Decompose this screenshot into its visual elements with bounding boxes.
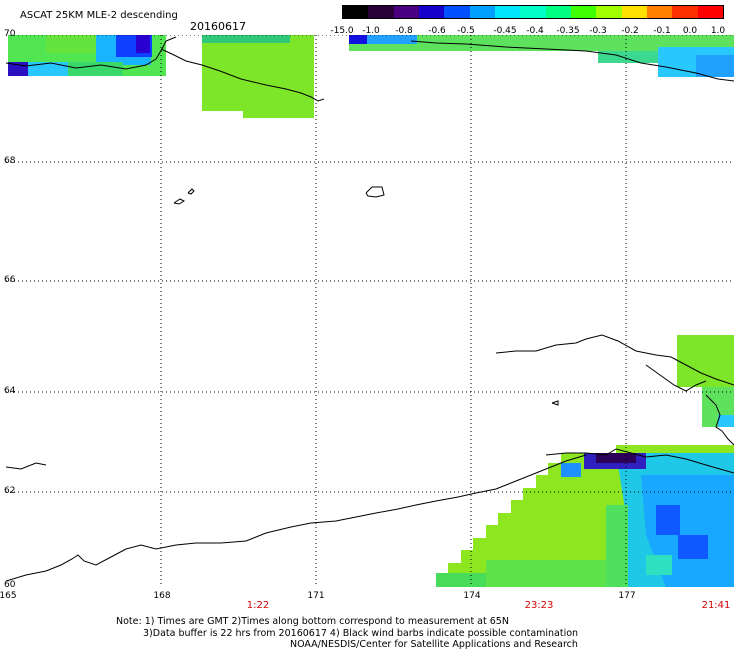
swath-cell — [561, 463, 581, 477]
swath-cell — [436, 573, 496, 587]
lat-label-68: 68 — [4, 156, 16, 166]
time-label-2: 23:23 — [524, 600, 554, 611]
lon-label-174: 174 — [463, 591, 481, 601]
time-label-3: 21:41 — [701, 600, 731, 611]
note-line-3: NOAA/NESDIS/Center for Satellite Applica… — [290, 639, 578, 650]
swath-cell — [646, 555, 672, 575]
colorbar-segment — [570, 6, 597, 18]
chart-date: 20160617 — [190, 20, 246, 33]
colorbar-label: -15.0 — [330, 26, 354, 36]
time-label-1: 1:22 — [246, 600, 270, 611]
swath-cell — [202, 35, 290, 43]
colorbar-label: -1.0 — [362, 26, 380, 36]
lat-label-62: 62 — [4, 486, 16, 496]
swath-cell — [349, 35, 734, 51]
swath-cell — [28, 62, 68, 76]
colorbar-segment — [368, 6, 394, 18]
colorbar-label: -0.35 — [556, 26, 580, 36]
colorbar-segment — [418, 6, 445, 18]
swath-cell — [606, 505, 628, 587]
colorbar-label: -0.5 — [457, 26, 475, 36]
colorbar-segment — [596, 6, 622, 18]
note-line-2: 3)Data buffer is 22 hrs from 20160617 4)… — [143, 628, 579, 639]
lon-label-165: 165 — [0, 591, 17, 601]
colorbar-segment — [545, 6, 571, 18]
swath-cell — [596, 453, 636, 463]
swath-cell — [202, 35, 314, 111]
colorbar-label: -0.1 — [653, 26, 671, 36]
swath-cell — [696, 55, 734, 77]
colorbar-segment — [444, 6, 470, 18]
lat-label-66: 66 — [4, 275, 16, 285]
chart-title: ASCAT 25KM MLE-2 descending — [20, 10, 178, 21]
lat-label-64: 64 — [4, 386, 16, 396]
swath-cell — [677, 335, 734, 387]
colorbar-segment — [697, 6, 723, 18]
lat-label-70: 70 — [4, 29, 16, 39]
swath-cell — [349, 35, 367, 44]
colorbar-label: 0.0 — [682, 26, 698, 36]
map-canvas — [6, 35, 734, 587]
colorbar-label: -0.2 — [621, 26, 639, 36]
colorbar-label: 1.0 — [710, 26, 726, 36]
colorbar-segment — [393, 6, 419, 18]
lat-label-60: 60 — [4, 580, 16, 590]
colorbar — [342, 5, 724, 19]
swath-cell — [68, 62, 123, 76]
swath-cell — [243, 105, 314, 118]
colorbar-label: -0.3 — [589, 26, 607, 36]
colorbar-label: -0.45 — [493, 26, 517, 36]
colorbar-segment — [469, 6, 495, 18]
coastlines — [6, 36, 734, 582]
colorbar-segment — [343, 6, 369, 18]
colorbar-label: -0.8 — [395, 26, 413, 36]
swath-cell — [136, 35, 150, 53]
lon-label-171: 171 — [307, 591, 325, 601]
colorbar-segment — [646, 6, 673, 18]
colorbar-segment — [621, 6, 647, 18]
colorbar-segment — [672, 6, 698, 18]
swath-cell — [718, 415, 734, 427]
wind-data-swaths — [8, 35, 734, 587]
lon-label-177: 177 — [618, 591, 636, 601]
map-grid — [6, 35, 734, 587]
colorbar-label: -0.6 — [428, 26, 446, 36]
swath-cell — [486, 560, 616, 587]
note-line-1: Note: 1) Times are GMT 2)Times along bot… — [116, 616, 509, 627]
swath-cell — [598, 51, 658, 63]
colorbar-segment — [520, 6, 546, 18]
swath-cell — [46, 35, 96, 53]
swath-cell — [656, 505, 680, 535]
swath-cell — [367, 35, 417, 44]
colorbar-segment — [494, 6, 521, 18]
swath-cell — [678, 535, 708, 559]
lon-label-168: 168 — [153, 591, 171, 601]
colorbar-label: -0.4 — [526, 26, 544, 36]
